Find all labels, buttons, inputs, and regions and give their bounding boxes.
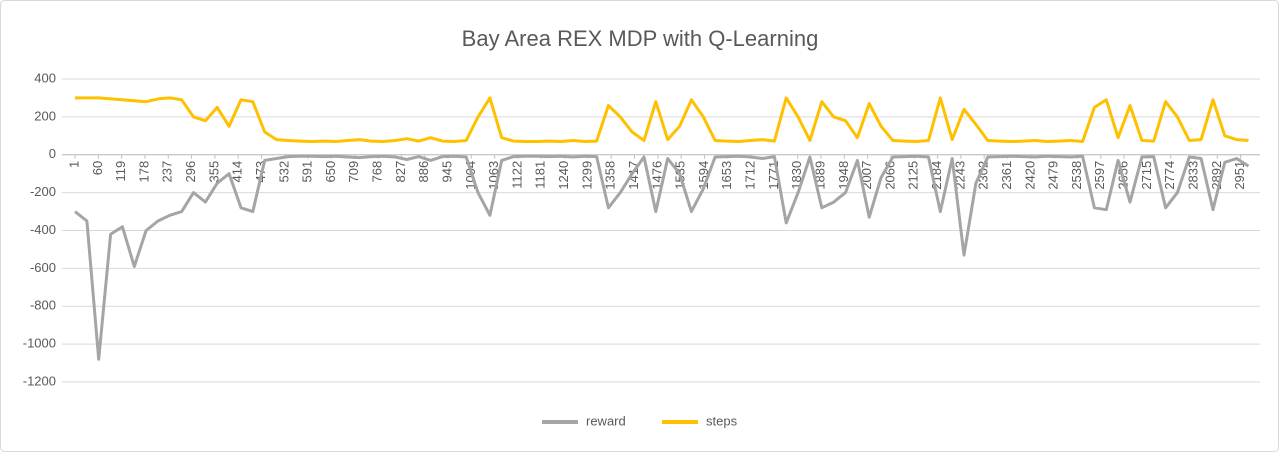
x-tick-label: 2361 — [999, 161, 1014, 190]
x-tick-label: 2479 — [1046, 161, 1061, 190]
x-tick-label: 414 — [230, 161, 245, 183]
x-tick-label: 1358 — [603, 161, 618, 190]
y-tick-label: 200 — [34, 108, 56, 123]
y-tick-label: 0 — [49, 146, 56, 161]
legend-label: reward — [586, 413, 626, 428]
y-tick-label: 400 — [34, 70, 56, 85]
y-tick-label: -200 — [30, 184, 56, 199]
x-tick-label: 532 — [276, 161, 291, 183]
x-tick-label: 1948 — [836, 161, 851, 190]
x-tick-label: 237 — [160, 161, 175, 183]
x-tick-label: 1240 — [556, 161, 571, 190]
y-tick-label: -400 — [30, 222, 56, 237]
x-tick-label: 768 — [370, 161, 385, 183]
x-tick-label: 1653 — [719, 161, 734, 190]
x-tick-label: 2774 — [1162, 161, 1177, 190]
x-tick-label: 2125 — [906, 161, 921, 190]
series-line — [74, 154, 1250, 361]
x-tick-label: 296 — [183, 161, 198, 183]
x-tick-label: 119 — [113, 161, 128, 182]
x-tick-label: 709 — [346, 161, 361, 183]
x-tick-label: 355 — [206, 161, 221, 183]
x-tick-label: 1712 — [743, 161, 758, 190]
x-tick-label: 650 — [323, 161, 338, 183]
x-tick-label: 2302 — [976, 161, 991, 190]
x-tick-label: 2715 — [1139, 161, 1154, 190]
x-tick-label: 2420 — [1022, 161, 1037, 190]
x-tick-label: 2597 — [1092, 161, 1107, 190]
x-tick-label: 827 — [393, 161, 408, 183]
y-tick-label: -600 — [30, 260, 56, 275]
x-tick-label: 886 — [416, 161, 431, 183]
x-tick-label: 2538 — [1069, 161, 1084, 190]
y-tick-label: -800 — [30, 298, 56, 313]
x-tick-label: 1476 — [649, 161, 664, 190]
x-tick-label: 591 — [300, 161, 315, 183]
chart-title: Bay Area REX MDP with Q-Learning — [462, 26, 819, 51]
x-tick-label: 1 — [66, 161, 81, 168]
x-tick-label: 945 — [439, 161, 454, 183]
x-tick-label: 2833 — [1185, 161, 1200, 190]
y-tick-label: -1200 — [23, 373, 56, 388]
y-tick-label: -1000 — [23, 336, 56, 351]
x-tick-label: 1122 — [509, 161, 524, 189]
series-line — [75, 96, 1249, 143]
x-tick-label: 1299 — [579, 161, 594, 190]
x-tick-label: 2951 — [1232, 161, 1247, 190]
x-tick-label: 60 — [90, 161, 105, 175]
x-tick-label: 178 — [136, 161, 151, 183]
x-tick-label: 1181 — [533, 161, 548, 189]
legend-label: steps — [706, 413, 738, 428]
